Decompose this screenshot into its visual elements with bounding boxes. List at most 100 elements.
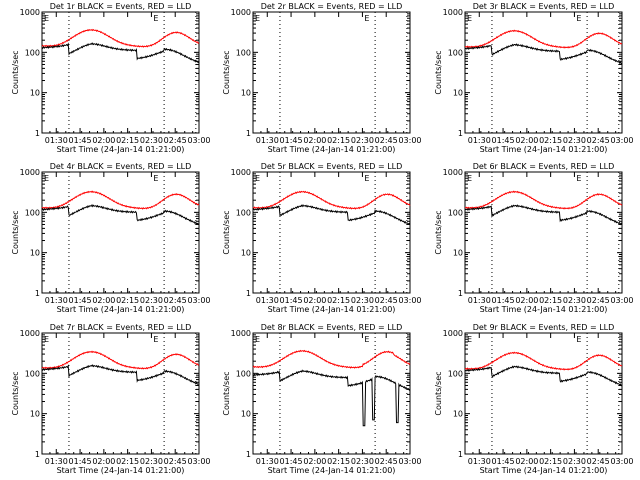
- x-tick-label: 03:00: [187, 457, 210, 466]
- x-tick-label: 02:30: [140, 136, 163, 145]
- panel-title: Det 2r BLACK = Events, RED = LLD: [261, 2, 403, 11]
- lld-series-line: [41, 190, 200, 210]
- event-marker-e: E: [255, 14, 260, 23]
- events-series-line: [464, 204, 623, 226]
- lld-series-line: [464, 29, 623, 49]
- panel-det-5: Det 5r BLACK = Events, RED = LLD 1 10 100 10…: [222, 162, 422, 314]
- plot-frame: [464, 11, 623, 134]
- x-tick-label: 03:00: [610, 296, 633, 305]
- panel-title: Det 7r BLACK = Events, RED = LLD: [50, 323, 192, 332]
- y-tick-label: 10: [453, 89, 463, 98]
- x-tick-label: 03:00: [187, 136, 210, 145]
- y-tick-label: 1000: [231, 8, 251, 17]
- panel-det-8: Det 8r BLACK = Events, RED = LLD 1 10 100 10…: [222, 323, 422, 475]
- panel-title: Det 3r BLACK = Events, RED = LLD: [473, 2, 615, 11]
- x-tick-label: 02:45: [375, 136, 398, 145]
- y-axis-label: Counts/sec: [222, 210, 231, 254]
- x-tick-label: 03:00: [398, 136, 421, 145]
- lld-series-line: [464, 351, 623, 371]
- x-axis-label: Start Time (24-Jan-14 01:21:00): [57, 305, 185, 314]
- x-tick-label: 01:30: [468, 296, 491, 305]
- x-tick-label: 02:30: [563, 136, 586, 145]
- panel-det-7: Det 7r BLACK = Events, RED = LLD 1 10 100 10…: [11, 323, 211, 475]
- x-axis-label: Start Time (24-Jan-14 01:21:00): [268, 466, 396, 475]
- y-tick-label: 100: [25, 369, 40, 378]
- panel-title: Det 5r BLACK = Events, RED = LLD: [261, 162, 403, 171]
- panel-det-2: Det 2r BLACK = Events, RED = LLD 1 10 100 10…: [222, 2, 422, 154]
- x-tick-label: 01:30: [45, 296, 68, 305]
- x-tick-label: 02:30: [140, 457, 163, 466]
- y-axis-label: Counts/sec: [222, 50, 231, 94]
- x-tick-label: 01:45: [492, 136, 515, 145]
- x-tick-label: 02:15: [539, 136, 562, 145]
- x-tick-label: 03:00: [398, 296, 421, 305]
- x-tick-label: 02:00: [303, 296, 326, 305]
- x-tick-label: 02:15: [327, 296, 350, 305]
- plot-frame: [41, 171, 200, 294]
- events-series-line: [464, 43, 623, 65]
- x-tick-label: 02:30: [351, 136, 374, 145]
- plot-frame: [252, 11, 411, 134]
- panel-title: Det 4r BLACK = Events, RED = LLD: [50, 162, 192, 171]
- x-axis-label: Start Time (24-Jan-14 01:21:00): [480, 145, 608, 154]
- x-tick-label: 01:30: [256, 457, 279, 466]
- x-tick-label: 01:45: [280, 296, 303, 305]
- x-axis-label: Start Time (24-Jan-14 01:21:00): [480, 305, 608, 314]
- y-tick-label: 100: [236, 369, 251, 378]
- x-tick-label: 01:45: [492, 457, 515, 466]
- x-tick-label: 02:45: [164, 296, 187, 305]
- x-tick-label: 02:30: [351, 296, 374, 305]
- x-tick-label: 02:15: [327, 457, 350, 466]
- event-marker-e: E: [576, 14, 581, 23]
- y-tick-label: 100: [25, 48, 40, 57]
- event-marker-e: E: [364, 335, 369, 344]
- panel-det-3: Det 3r BLACK = Events, RED = LLD 1 10 100 10…: [434, 2, 634, 154]
- y-tick-label: 100: [236, 208, 251, 217]
- y-tick-label: 100: [25, 208, 40, 217]
- x-tick-label: 02:15: [116, 296, 139, 305]
- x-tick-label: 01:30: [256, 296, 279, 305]
- x-axis-label: Start Time (24-Jan-14 01:21:00): [57, 145, 185, 154]
- x-axis-label: Start Time (24-Jan-14 01:21:00): [268, 145, 396, 154]
- x-tick-label: 02:45: [587, 136, 610, 145]
- x-tick-label: 02:15: [539, 457, 562, 466]
- lld-series-line: [41, 28, 200, 48]
- lld-series-line: [252, 190, 411, 210]
- x-tick-label: 02:00: [303, 136, 326, 145]
- x-tick-label: 02:00: [92, 136, 115, 145]
- y-tick-label: 100: [448, 48, 463, 57]
- event-marker-e: E: [44, 335, 49, 344]
- y-tick-label: 10: [30, 89, 40, 98]
- y-tick-label: 1000: [231, 168, 251, 177]
- plot-frame: [252, 332, 411, 455]
- panel-title: Det 8r BLACK = Events, RED = LLD: [261, 323, 403, 332]
- y-tick-label: 10: [30, 249, 40, 258]
- y-tick-label: 10: [453, 410, 463, 419]
- y-tick-label: 1000: [20, 8, 40, 17]
- lld-series-line: [465, 190, 623, 210]
- y-axis-label: Counts/sec: [11, 371, 20, 415]
- plot-frame: [252, 171, 411, 294]
- events-series-line: [41, 364, 200, 385]
- x-tick-label: 02:45: [587, 457, 610, 466]
- x-tick-label: 02:15: [116, 457, 139, 466]
- y-axis-label: Counts/sec: [222, 371, 231, 415]
- event-marker-e: E: [44, 14, 49, 23]
- x-tick-label: 02:15: [539, 296, 562, 305]
- x-tick-label: 02:00: [515, 136, 538, 145]
- panel-det-6: Det 6r BLACK = Events, RED = LLD 1 10 100 10…: [434, 162, 634, 314]
- y-tick-label: 1: [458, 129, 463, 138]
- x-tick-label: 01:45: [280, 136, 303, 145]
- event-marker-e: E: [467, 335, 472, 344]
- event-marker-e: E: [44, 174, 49, 183]
- y-tick-label: 1: [35, 129, 40, 138]
- event-marker-e: E: [255, 335, 260, 344]
- y-axis-label: Counts/sec: [11, 210, 20, 254]
- y-tick-label: 1: [246, 129, 251, 138]
- lld-series-line: [252, 349, 411, 369]
- y-tick-label: 1: [246, 450, 251, 459]
- x-tick-label: 02:15: [327, 136, 350, 145]
- events-series-line: [41, 203, 200, 226]
- x-tick-label: 01:45: [492, 296, 515, 305]
